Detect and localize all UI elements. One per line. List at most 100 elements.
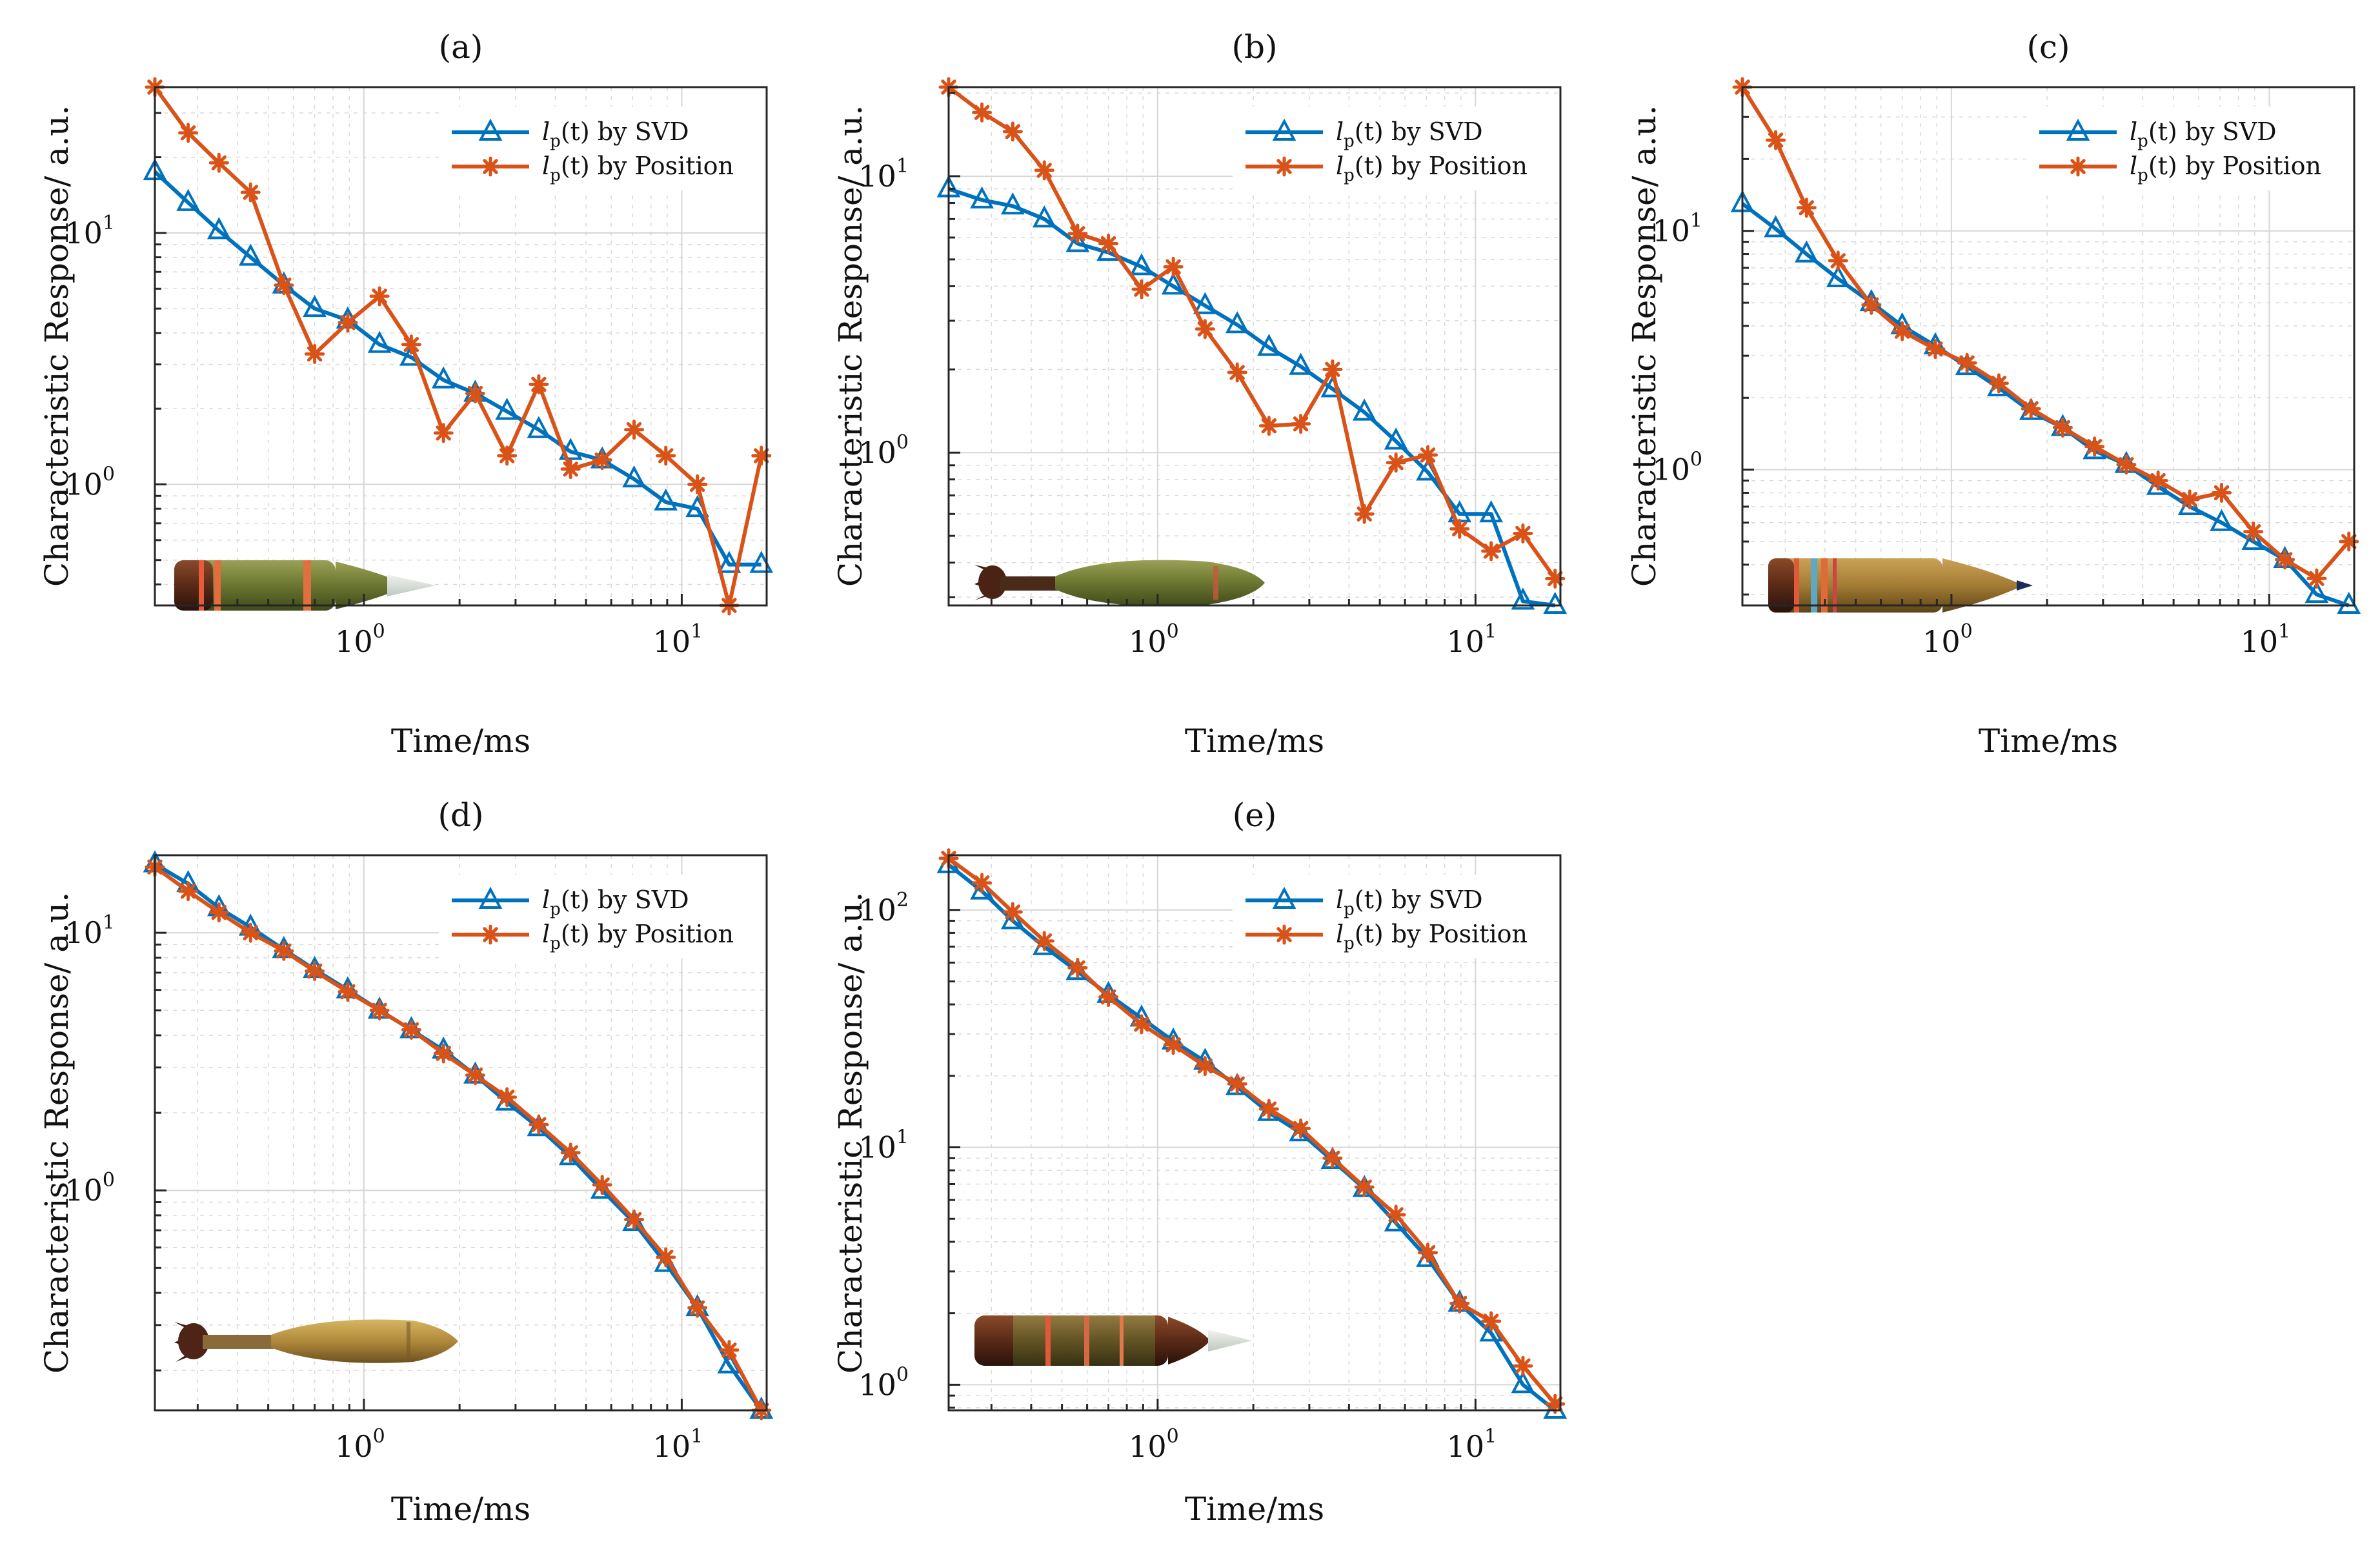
legend-arg: (t) xyxy=(2148,117,2177,146)
position-data-point xyxy=(1354,1177,1375,1197)
legend-rest: by Position xyxy=(2177,152,2321,180)
legend-rest: by Position xyxy=(590,920,734,948)
svd-data-point xyxy=(654,488,678,511)
y-tick-label: 101 xyxy=(1652,210,1702,249)
svg-text:lp(t) by Position: lp(t) by Position xyxy=(2130,152,2321,185)
svd-data-point xyxy=(431,366,456,389)
series-layer xyxy=(936,77,1568,614)
x-axis-label: Time/ms xyxy=(391,722,530,760)
legend-sub: p xyxy=(2137,166,2148,185)
y-axis-label: Characteristic Response/ a.u. xyxy=(38,105,76,587)
svd-data-point xyxy=(1000,192,1025,215)
mortar-shell-d-image xyxy=(174,1319,458,1363)
position-data-point xyxy=(305,960,325,981)
panel-e: (e) lp(t) by SVD xyxy=(832,796,1568,1528)
position-data-point xyxy=(1386,452,1406,473)
legend-arg: (t) xyxy=(1355,920,1384,948)
panel-d: (d) lp(t) by SVD lp(t) by Pos xyxy=(38,796,774,1528)
x-tick-label: 100 xyxy=(1129,1425,1179,1464)
position-data-point xyxy=(1034,160,1054,181)
position-data-point xyxy=(401,334,421,355)
x-tick-label: 100 xyxy=(1922,620,1973,659)
panel-a: (a) lp(t) by SVD xyxy=(38,28,774,760)
series-layer xyxy=(143,77,774,616)
position-data-point xyxy=(1195,319,1215,340)
position-data-point xyxy=(1098,987,1119,1008)
legend-arg: (t) xyxy=(2148,152,2177,180)
position-data-point xyxy=(465,1065,485,1086)
legend-rest: by SVD xyxy=(1384,117,1483,146)
svd-series-line xyxy=(153,170,761,567)
position-data-point xyxy=(1258,1099,1279,1119)
axes-frame xyxy=(947,854,1562,1412)
position-data-point xyxy=(1034,931,1054,951)
svg-text:lp(t) by SVD: lp(t) by SVD xyxy=(1336,117,1483,151)
position-data-point xyxy=(656,1247,676,1268)
position-data-point xyxy=(1131,279,1152,299)
panel-title: (c) xyxy=(2026,28,2070,66)
legend-arg: (t) xyxy=(1355,886,1384,914)
position-data-point xyxy=(1258,416,1279,436)
position-data-point xyxy=(624,420,645,440)
position-data-point xyxy=(1925,339,1946,360)
legend-rest: by Position xyxy=(1384,920,1528,948)
legend-item-position: lp(t) by Position xyxy=(452,152,734,185)
svd-data-point xyxy=(495,398,519,420)
svd-data-point xyxy=(1225,310,1249,334)
position-data-point xyxy=(497,445,518,466)
legend-item-svd: lp(t) by SVD xyxy=(1245,117,1483,151)
position-data-point xyxy=(433,1043,454,1064)
position-data-point xyxy=(2243,522,2264,542)
svd-data-point xyxy=(1826,265,1850,287)
x-axis-label: Time/ms xyxy=(391,1490,530,1528)
panel-title: (b) xyxy=(1231,28,1277,66)
legend-arg: (t) xyxy=(1355,152,1384,180)
axes-frame xyxy=(947,86,1562,607)
position-data-point xyxy=(1291,1118,1311,1139)
panel-b: (b) lp(t) by SVD lp(t) by Pos xyxy=(832,28,1568,760)
series-layer xyxy=(143,850,774,1421)
legend-sub: p xyxy=(1344,166,1355,185)
position-data-point xyxy=(1545,1394,1566,1414)
svg-text:lp(t) by SVD: lp(t) by SVD xyxy=(542,117,689,151)
legend-sub: p xyxy=(1344,934,1355,953)
svg-text:lp(t) by SVD: lp(t) by SVD xyxy=(2130,117,2277,151)
y-axis-label: Characteristic Response/ a.u. xyxy=(832,105,869,587)
position-data-point xyxy=(1481,1311,1502,1332)
position-data-point xyxy=(208,902,229,923)
svd-data-point xyxy=(2210,509,2234,531)
svd-data-point xyxy=(970,186,994,208)
position-data-point xyxy=(274,940,294,961)
position-data-point xyxy=(1002,121,1023,142)
legend-star-marker xyxy=(480,156,501,177)
position-data-point xyxy=(1322,359,1343,380)
position-data-point xyxy=(1892,321,1913,341)
svd-data-point xyxy=(1352,398,1377,421)
legend-star-marker xyxy=(480,924,501,945)
legend-item-svd: lp(t) by SVD xyxy=(1245,886,1483,919)
position-data-point xyxy=(240,182,261,203)
position-data-point xyxy=(1796,198,1817,218)
position-data-point xyxy=(1481,541,1502,562)
legend: lp(t) by SVD lp(t) by Position xyxy=(439,107,774,190)
legend-sub: p xyxy=(1344,900,1355,919)
position-data-point xyxy=(338,312,358,333)
legend-item-svd: lp(t) by SVD xyxy=(452,886,689,919)
legend-star-marker xyxy=(1274,156,1295,177)
legend-arg: (t) xyxy=(561,886,590,914)
legend-item-position: lp(t) by Position xyxy=(1245,152,1528,185)
position-data-point xyxy=(1002,902,1023,922)
position-data-point xyxy=(1861,294,1882,315)
position-data-point xyxy=(2212,482,2232,503)
position-data-point xyxy=(240,922,261,943)
legend: lp(t) by SVD lp(t) by Position xyxy=(2026,107,2362,190)
position-data-point xyxy=(592,1175,612,1195)
x-tick-label: 100 xyxy=(335,1425,385,1464)
svg-text:lp(t) by SVD: lp(t) by SVD xyxy=(1336,886,1483,919)
y-tick-label: 100 xyxy=(65,463,115,502)
axes-frame xyxy=(154,86,768,607)
panel-title: (a) xyxy=(439,28,483,66)
legend-rest: by Position xyxy=(1384,152,1528,180)
position-data-point xyxy=(2052,418,2073,438)
